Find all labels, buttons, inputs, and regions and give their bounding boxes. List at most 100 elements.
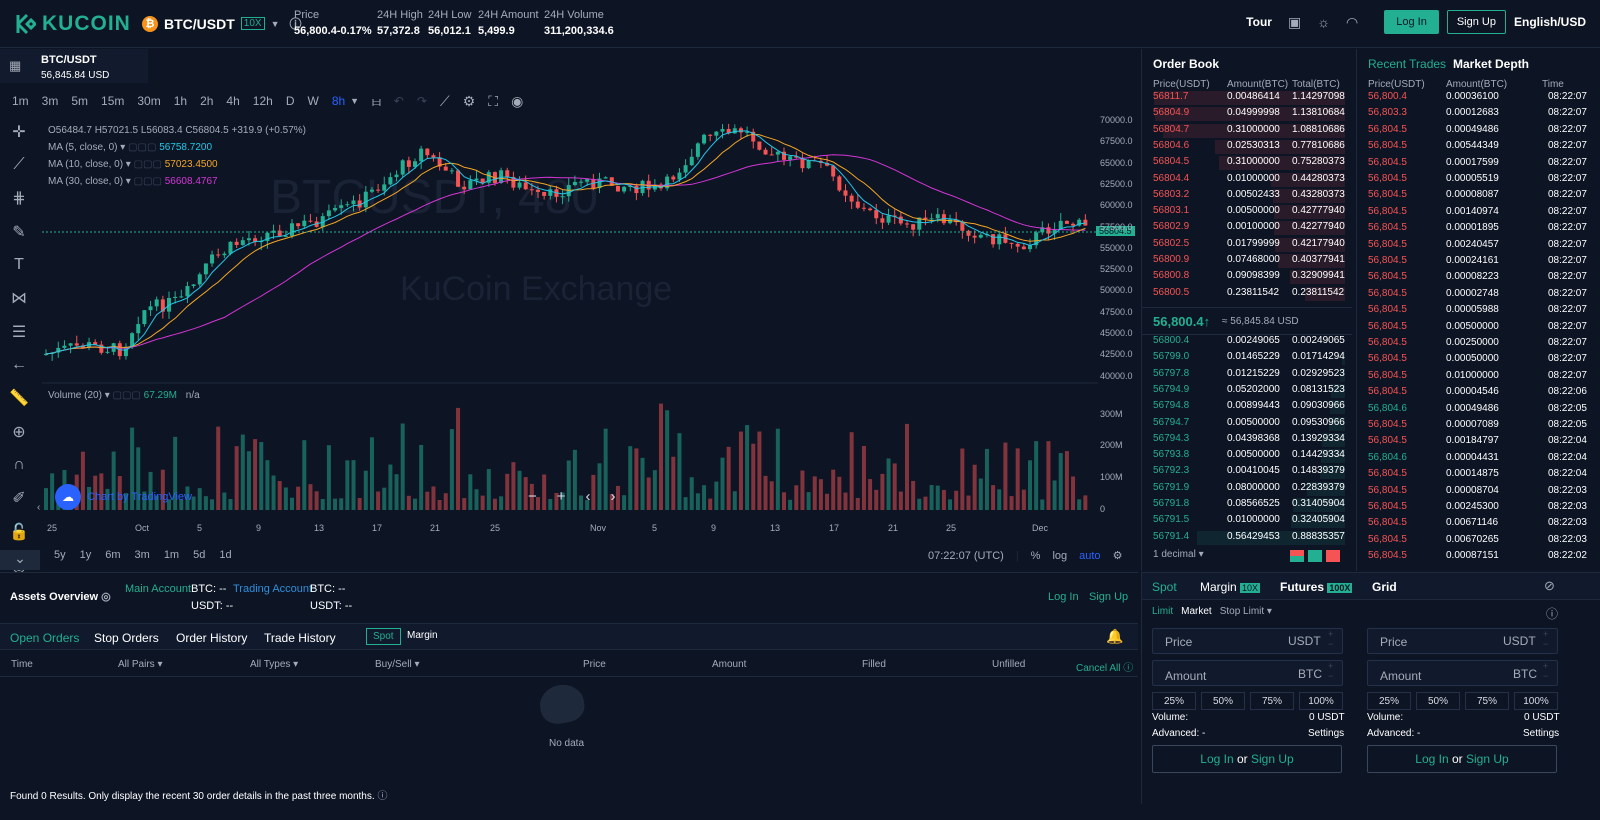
trading-account-label[interactable]: Trading Account (233, 583, 313, 595)
tab-market-depth[interactable]: Market Depth (1453, 57, 1530, 71)
sell-pct-75[interactable]: 75% (1465, 692, 1509, 710)
ask-row[interactable]: 56804.7 0.31000000 1.08810686 (1153, 123, 1345, 140)
ask-row[interactable]: 56803.1 0.00500000 0.42777940 (1153, 205, 1345, 221)
redo-icon[interactable]: ↷ (416, 94, 427, 108)
interval-3m[interactable]: 3m (41, 94, 59, 108)
interval-30m[interactable]: 30m (137, 94, 161, 108)
interval-chevron-icon[interactable]: ▼ (350, 96, 360, 106)
tab-grid[interactable]: Grid (1372, 580, 1397, 594)
scroll-left-icon[interactable]: ‹ (585, 488, 591, 505)
camera-icon[interactable]: ◉ (511, 92, 524, 109)
ruler-icon[interactable]: 📏 (9, 390, 29, 407)
tab-open-orders[interactable]: Open Orders (10, 631, 80, 645)
fullscreen-icon[interactable]: ⛶ (488, 92, 499, 109)
header-login-button[interactable]: Log In (1384, 10, 1439, 34)
interval-1h[interactable]: 1h (173, 94, 188, 108)
buy-amount-input[interactable]: Amount BTC + − (1152, 660, 1343, 686)
bell-icon[interactable]: 🔔 (1106, 628, 1124, 644)
type-stop-limit[interactable]: Stop Limit ▾ (1219, 606, 1272, 617)
scroll-left-chevron-icon[interactable]: ‹ (37, 502, 41, 513)
sell-settings[interactable]: Settings (1523, 728, 1560, 739)
bid-row[interactable]: 56791.8 0.08566525 0.31405904 (1153, 498, 1345, 514)
ask-row[interactable]: 56804.6 0.02530313 0.77810686 (1153, 139, 1345, 156)
tab-spot[interactable]: Spot (1152, 580, 1177, 594)
candle-type-icon[interactable]: ⧦ (372, 92, 381, 109)
sell-price-input[interactable]: Price USDT + − (1367, 628, 1558, 654)
range-1m[interactable]: 1m (163, 549, 180, 561)
bid-row[interactable]: 56797.8 0.01215229 0.02929523 (1153, 367, 1345, 384)
language-selector[interactable]: English/USD (1513, 15, 1586, 29)
bid-row[interactable]: 56791.9 0.08000000 0.22839379 (1153, 481, 1345, 498)
interval-15m[interactable]: 15m (101, 94, 125, 108)
ask-row[interactable]: 56804.4 0.01000000 0.44280373 (1153, 172, 1345, 189)
layout-icon[interactable]: ▦ (9, 58, 22, 73)
filter-spot[interactable]: Spot (366, 628, 401, 645)
pair-selector[interactable]: ₿ BTC/USDT 10X ▼ ⓘ (142, 15, 302, 32)
all-types-filter[interactable]: All Types ▾ (250, 659, 299, 670)
assets-signup-link[interactable]: Sign Up (1089, 591, 1129, 603)
bid-row[interactable]: 56794.8 0.00899443 0.09030966 (1153, 400, 1345, 416)
buy-pct-25[interactable]: 25% (1152, 692, 1196, 710)
ask-row[interactable]: 56811.7 0.00486414 1.14297098 (1153, 91, 1345, 107)
view-asks-icon[interactable] (1326, 550, 1340, 562)
info-icon[interactable]: ⓘ (289, 17, 302, 31)
lock-drawing-icon[interactable]: ✐ (12, 490, 26, 507)
magnet-icon[interactable]: ∩ (13, 456, 25, 473)
type-market[interactable]: Market (1181, 606, 1212, 617)
scale-settings-icon[interactable]: ⚙ (1112, 550, 1123, 562)
range-5d[interactable]: 5d (193, 549, 206, 561)
tab-trade-history[interactable]: Trade History (264, 631, 336, 645)
interval-1m[interactable]: 1m (12, 94, 29, 108)
eye-toggle-icon[interactable]: ◎ (101, 591, 111, 603)
tab-order-history[interactable]: Order History (176, 631, 248, 645)
range-6m[interactable]: 6m (105, 549, 121, 561)
ask-row[interactable]: 56804.9 0.04999998 1.13810684 (1153, 107, 1345, 123)
bid-row[interactable]: 56792.3 0.00410045 0.14839379 (1153, 465, 1345, 481)
buy-settings[interactable]: Settings (1308, 728, 1345, 739)
sell-pct-50[interactable]: 50% (1416, 692, 1460, 710)
sell-advanced[interactable]: Advanced: - (1367, 728, 1421, 739)
ask-row[interactable]: 56800.9 0.07468000 0.40377941 (1153, 254, 1345, 270)
order-info-icon[interactable]: ⓘ (1546, 607, 1559, 621)
range-3m[interactable]: 3m (134, 549, 150, 561)
settings-gear-icon[interactable]: ⚙ (462, 92, 476, 109)
sell-pct-100[interactable]: 100% (1514, 692, 1558, 710)
indicators-icon[interactable]: ⟋ (439, 92, 450, 109)
tradingview-badge[interactable]: ☁ Chart by TradingView (55, 484, 192, 510)
ask-row[interactable]: 56802.9 0.00100000 0.42277940 (1153, 221, 1345, 237)
ask-row[interactable]: 56802.5 0.01799999 0.42177940 (1153, 237, 1345, 254)
bid-row[interactable]: 56794.3 0.04398368 0.13929334 (1153, 432, 1345, 449)
buy-pct-100[interactable]: 100% (1299, 692, 1343, 710)
sell-amount-input[interactable]: Amount BTC + − (1367, 660, 1558, 686)
all-pairs-filter[interactable]: All Pairs ▾ (118, 659, 163, 670)
buy-sell-filter[interactable]: Buy/Sell ▾ (375, 659, 420, 670)
auto-toggle[interactable]: auto (1079, 549, 1101, 562)
main-account-label[interactable]: Main Account (125, 583, 192, 595)
unlock-icon[interactable]: 🔓 (9, 524, 29, 541)
bid-row[interactable]: 56794.9 0.05202000 0.08131523 (1153, 383, 1345, 400)
tab-futures[interactable]: Futures 100X (1280, 580, 1353, 594)
theme-sun-icon[interactable]: ☼ (1317, 14, 1331, 30)
zoom-out-icon[interactable]: − (528, 488, 537, 505)
buy-pct-50[interactable]: 50% (1201, 692, 1245, 710)
buy-login-button[interactable]: Log In or Sign Up (1152, 745, 1342, 773)
view-bids-icon[interactable] (1308, 550, 1322, 562)
sell-login-button[interactable]: Log In or Sign Up (1367, 745, 1557, 773)
buy-pct-75[interactable]: 75% (1250, 692, 1294, 710)
ask-row[interactable]: 56800.8 0.09098399 0.32909941 (1153, 270, 1345, 286)
bid-row[interactable]: 56800.4 0.00249065 0.00249065 (1153, 335, 1345, 346)
bid-row[interactable]: 56794.7 0.00500000 0.09530966 (1153, 416, 1345, 433)
ask-row[interactable]: 56803.2 0.00502433 0.43280373 (1153, 188, 1345, 205)
filter-margin[interactable]: Margin (407, 630, 438, 641)
interval-w[interactable]: W (307, 94, 319, 108)
collapse-toolbar-icon[interactable]: ⌄ (0, 550, 40, 570)
pattern-icon[interactable]: ⋈ (11, 290, 27, 307)
view-both-icon[interactable] (1290, 550, 1304, 562)
zoom-plus-icon[interactable]: + (556, 488, 566, 505)
type-limit[interactable]: Limit (1152, 606, 1174, 617)
briefcase-icon[interactable]: ▣ (1287, 13, 1302, 30)
buy-price-input[interactable]: Price USDT + − (1152, 628, 1343, 654)
tab-margin[interactable]: Margin 10X (1200, 580, 1261, 594)
range-5y[interactable]: 5y (54, 549, 66, 561)
tab-recent-trades[interactable]: Recent Trades (1368, 57, 1447, 71)
